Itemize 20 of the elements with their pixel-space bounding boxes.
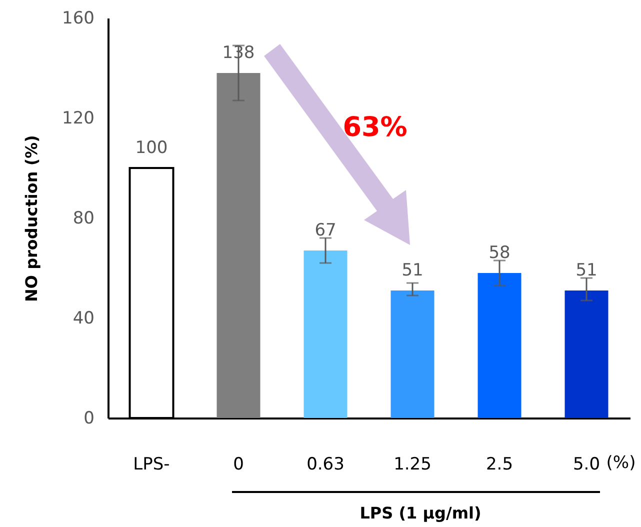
x-tick-label: 0.63	[306, 454, 344, 474]
x-tick-label: 5.0	[572, 454, 600, 474]
data-label: 58	[488, 243, 510, 263]
x-axis-title: LPS (1 μg/ml)	[360, 504, 482, 522]
data-label: 67	[314, 220, 336, 240]
y-tick-label: 120	[62, 108, 94, 128]
y-tick-label: 0	[84, 408, 94, 428]
x-tick-label: LPS-	[133, 454, 170, 474]
data-label: 51	[402, 260, 424, 280]
x-tick-label: 2.5	[486, 454, 514, 474]
y-tick-label: 160	[62, 8, 94, 28]
y-axis-title: NO production (%)	[22, 135, 42, 302]
y-tick-label: 80	[72, 208, 94, 228]
data-label: 51	[576, 260, 598, 280]
y-tick-label: 40	[72, 308, 94, 328]
x-tick-label: 0	[233, 454, 244, 474]
x-tick-label: 1.25	[394, 454, 432, 474]
text: (%)	[606, 453, 636, 473]
annotation: 63%	[342, 112, 408, 143]
data-label: 100	[135, 138, 168, 158]
